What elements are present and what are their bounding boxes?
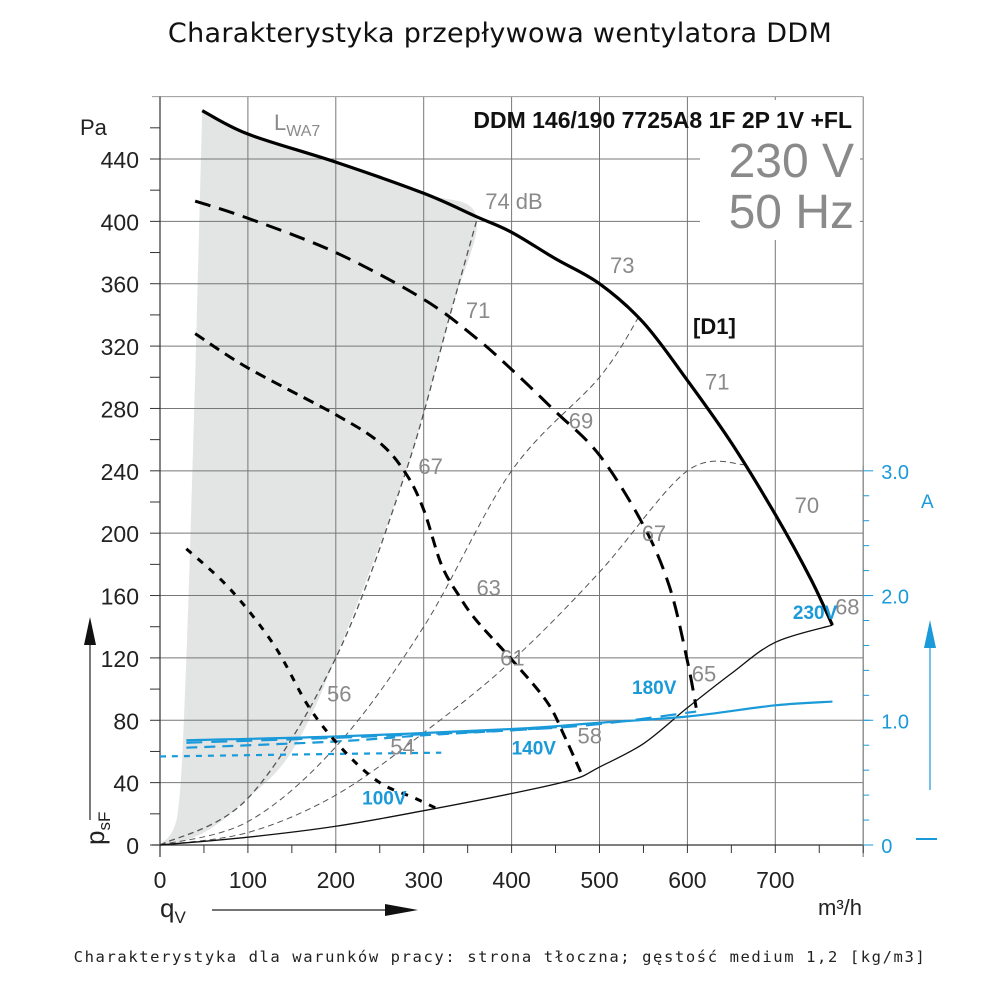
y-unit-label: Pa [80,115,108,140]
system-curves [159,221,833,846]
y-tick-label: 80 [113,708,139,734]
system-curve [159,314,641,846]
annotations: 74 dB 73 71 70 68 71 69 67 65 67 63 61 58 56 54 230V 180… [327,189,860,810]
pressure-curve-140V [194,332,584,776]
y-tick-label: 360 [101,272,139,298]
supply-voltage: 230 V [729,135,854,188]
axes: 0 100 200 300 400 500 600 700040801201602002402… [101,96,909,893]
voltage-label: 100V [362,788,407,809]
system-curve [159,221,478,846]
y-tick-label: 240 [101,459,139,485]
noise-label: 73 [610,253,634,278]
y2-unit-label: A [921,492,934,513]
pressure-curves [185,109,834,813]
y-tick-label: 320 [101,334,139,360]
x-tick-label: 400 [492,867,530,893]
x-unit-label: m³/h [818,895,862,920]
y2-axis-arrow [916,620,937,840]
noise-label: 71 [466,298,490,323]
noise-label: 63 [476,576,500,601]
y2-tick-label: 0 [881,836,892,858]
current-curves [159,700,833,758]
voltage-label: 230V [793,603,838,624]
x-tick-label: 500 [580,867,618,893]
current-curve-180V [186,710,697,744]
chart-title: DDM 146/190 7725A8 1F 2P 1V +FL [473,107,852,133]
svg-text:psF: psF [80,812,114,845]
y-tick-label: 0 [126,833,139,859]
noise-label: 71 [705,370,729,395]
noise-label: 74 dB [485,189,542,214]
curve-set-label: [D1] [693,314,736,339]
noise-region [159,110,478,846]
noise-label: 65 [692,661,716,686]
y2-tick-label: 2.0 [881,587,909,609]
pressure-curve-180V [194,199,698,709]
current-curve-100V [159,751,442,758]
pressure-curve-230V [201,109,834,626]
noise-label: 54 [390,735,414,760]
noise-label: 61 [500,646,524,671]
noise-label: 70 [795,493,819,518]
voltage-label: 140V [512,739,557,760]
system-curve [159,460,746,846]
noise-label: 58 [578,724,602,749]
y2-tick-label: 1.0 [881,711,909,733]
noise-shaded-area [159,110,478,846]
voltage-label: 180V [632,678,677,699]
y-tick-label: 120 [101,646,139,672]
noise-label: 69 [569,409,593,434]
y-tick-label: 280 [101,396,139,422]
x-axis-title: qV [160,893,418,927]
supply-frequency: 50 Hz [729,186,854,239]
noise-area-label: LWA7 [274,110,320,140]
current-curve-140V [186,724,582,749]
x-tick-label: 100 [229,867,267,893]
pressure-curve-100V [185,547,442,813]
y-tick-label: 440 [101,147,139,173]
y-tick-label: 400 [101,209,139,235]
x-tick-label: 0 [154,867,167,893]
y-tick-label: 160 [101,584,139,610]
noise-label: 56 [327,682,351,707]
noise-label: 68 [835,594,859,619]
label-mask [700,100,860,240]
footnote: Charakterystyka dla warunków pracy: stro… [73,948,927,966]
x-tick-label: 700 [756,867,794,893]
x-tick-label: 600 [668,867,706,893]
noise-label: 67 [642,521,666,546]
y2-tick-label: 3.0 [881,462,909,484]
y-tick-label: 200 [101,521,139,547]
x-tick-label: 300 [405,867,443,893]
x-tick-label: 200 [317,867,355,893]
page-title: Charakterystyka przepływowa wentylatora … [167,18,833,49]
system-curve [159,624,833,846]
y-tick-label: 40 [113,771,139,797]
noise-label: 67 [418,454,442,479]
svg-text:qV: qV [160,893,186,927]
